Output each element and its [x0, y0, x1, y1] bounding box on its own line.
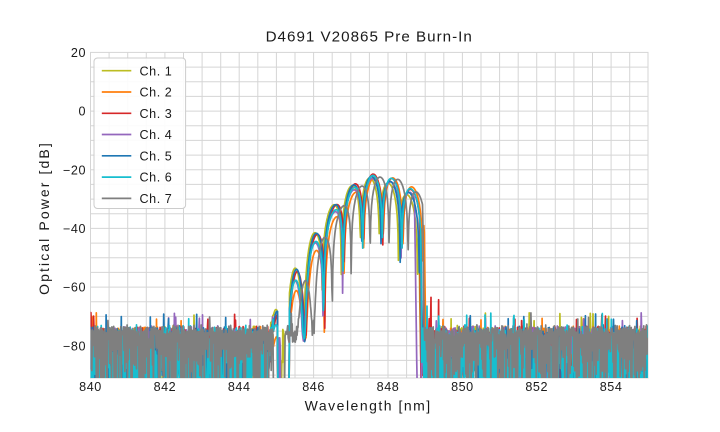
- svg-text:840: 840: [79, 380, 102, 394]
- svg-text:Ch. 4: Ch. 4: [140, 128, 173, 142]
- svg-text:854: 854: [600, 380, 623, 394]
- svg-text:Ch. 3: Ch. 3: [140, 107, 173, 121]
- svg-text:D4691 V20865 Pre Burn-In: D4691 V20865 Pre Burn-In: [266, 29, 473, 46]
- svg-text:20: 20: [71, 46, 86, 60]
- svg-text:Ch. 1: Ch. 1: [140, 64, 173, 78]
- svg-text:846: 846: [302, 380, 325, 394]
- svg-text:0: 0: [78, 105, 86, 119]
- svg-text:Ch. 7: Ch. 7: [140, 192, 173, 206]
- svg-text:844: 844: [228, 380, 251, 394]
- svg-text:−20: −20: [63, 163, 86, 177]
- svg-text:−40: −40: [63, 222, 86, 236]
- svg-text:−60: −60: [63, 281, 86, 295]
- svg-text:848: 848: [377, 380, 400, 394]
- svg-text:850: 850: [451, 380, 474, 394]
- svg-text:−80: −80: [63, 339, 86, 353]
- svg-text:Ch. 2: Ch. 2: [140, 86, 173, 100]
- svg-text:852: 852: [525, 380, 548, 394]
- svg-text:Wavelength [nm]: Wavelength [nm]: [305, 397, 432, 413]
- svg-text:Optical Power [dB]: Optical Power [dB]: [36, 141, 52, 295]
- svg-text:842: 842: [154, 380, 177, 394]
- svg-text:Ch. 5: Ch. 5: [140, 149, 173, 163]
- svg-text:Ch. 6: Ch. 6: [140, 171, 173, 185]
